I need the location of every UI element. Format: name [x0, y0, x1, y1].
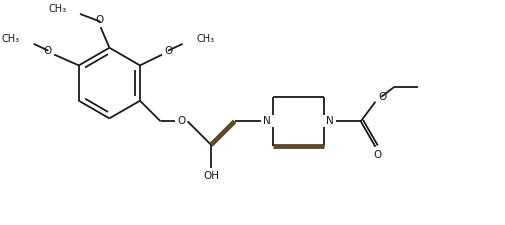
Text: O: O: [378, 92, 386, 102]
Text: O: O: [95, 15, 104, 25]
Text: OH: OH: [203, 171, 219, 181]
Text: N: N: [263, 116, 271, 126]
Text: O: O: [165, 46, 173, 56]
Text: CH₃: CH₃: [2, 34, 20, 44]
Text: O: O: [373, 150, 382, 160]
Text: O: O: [177, 116, 185, 126]
Text: CH₃: CH₃: [48, 4, 66, 14]
Text: CH₃: CH₃: [196, 34, 215, 44]
Text: O: O: [43, 46, 52, 56]
Text: N: N: [326, 116, 334, 126]
